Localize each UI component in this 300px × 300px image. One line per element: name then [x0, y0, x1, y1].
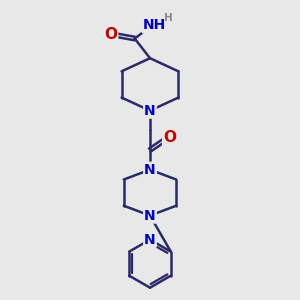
Text: O: O: [104, 27, 117, 42]
Text: N: N: [144, 208, 156, 223]
Text: H: H: [164, 13, 173, 23]
Text: N: N: [144, 163, 156, 177]
Text: NH: NH: [143, 18, 166, 32]
Text: O: O: [163, 130, 176, 146]
Text: N: N: [144, 232, 156, 247]
Text: N: N: [144, 104, 156, 118]
